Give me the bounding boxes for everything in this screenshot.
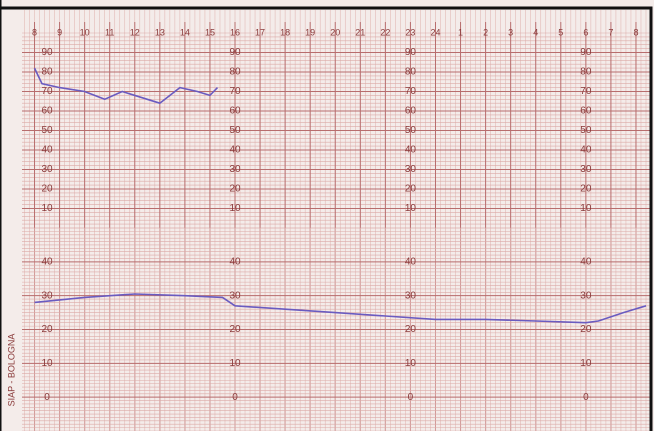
x-tick-label: 3: [508, 27, 513, 37]
y-tick-label: 90: [229, 47, 241, 58]
x-tick-label: 13: [155, 27, 165, 37]
y-tick-label: 40: [229, 256, 241, 267]
y-tick-label: 20: [405, 184, 417, 195]
y-tick-label: 80: [229, 67, 241, 78]
x-tick-label: 24: [430, 27, 440, 37]
chart-scan: 1010101020202020303030304040404050505050…: [0, 0, 654, 431]
y-tick-label: 30: [405, 164, 417, 175]
y-tick-label: 30: [229, 290, 241, 301]
y-tick-label: 40: [580, 256, 592, 267]
y-tick-label: 70: [41, 86, 53, 97]
x-tick-label: 8: [32, 27, 37, 37]
x-tick-label: 14: [180, 27, 190, 37]
y-tick-label: 50: [580, 125, 592, 136]
y-tick-label: 20: [229, 324, 241, 335]
y-tick-label: 0: [408, 392, 414, 403]
y-tick-label: 10: [41, 203, 53, 214]
x-tick-label: 11: [105, 27, 114, 37]
y-tick-label: 90: [405, 47, 417, 58]
y-tick-label: 50: [405, 125, 417, 136]
y-tick-label: 40: [580, 145, 592, 156]
y-tick-label: 30: [580, 164, 592, 175]
y-tick-label: 30: [229, 164, 241, 175]
y-tick-label: 10: [41, 358, 53, 369]
y-tick-label: 90: [580, 47, 592, 58]
y-tick-label: 10: [229, 203, 241, 214]
x-tick-label: 19: [305, 27, 315, 37]
y-tick-label: 60: [580, 106, 592, 117]
x-tick-label: 22: [380, 27, 390, 37]
y-tick-label: 10: [580, 358, 592, 369]
y-tick-label: 70: [405, 86, 417, 97]
x-tick-label: 12: [130, 27, 140, 37]
y-tick-label: 10: [580, 203, 592, 214]
x-tick-label: 5: [558, 27, 563, 37]
x-tick-label: 21: [355, 27, 365, 37]
y-tick-label: 10: [229, 358, 241, 369]
x-tick-label: 20: [330, 27, 340, 37]
x-tick-label: 15: [205, 27, 215, 37]
x-tick-label: 7: [608, 27, 613, 37]
x-tick-label: 4: [533, 27, 538, 37]
y-tick-label: 20: [405, 324, 417, 335]
y-tick-label: 20: [580, 324, 592, 335]
y-tick-label: 20: [580, 184, 592, 195]
y-tick-label: 50: [229, 125, 241, 136]
y-tick-label: 60: [41, 106, 53, 117]
x-tick-label: 10: [80, 27, 90, 37]
y-tick-label: 40: [405, 256, 417, 267]
y-tick-label: 0: [583, 392, 589, 403]
y-tick-label: 0: [44, 392, 50, 403]
y-tick-label: 20: [229, 184, 241, 195]
x-tick-label: 6: [583, 27, 588, 37]
y-tick-label: 50: [41, 125, 53, 136]
x-tick-label: 18: [280, 27, 290, 37]
y-tick-label: 30: [580, 290, 592, 301]
y-tick-label: 40: [41, 256, 53, 267]
y-tick-label: 80: [580, 67, 592, 78]
y-tick-label: 90: [41, 47, 53, 58]
y-tick-label: 30: [41, 164, 53, 175]
x-tick-label: 9: [57, 27, 62, 37]
x-tick-label: 23: [405, 27, 415, 37]
y-tick-label: 40: [41, 145, 53, 156]
y-tick-label: 40: [405, 145, 417, 156]
y-tick-label: 60: [229, 106, 241, 117]
y-tick-label: 20: [41, 324, 53, 335]
y-tick-label: 40: [229, 145, 241, 156]
x-tick-label: 8: [633, 27, 638, 37]
y-tick-label: 20: [41, 184, 53, 195]
y-tick-label: 70: [229, 86, 241, 97]
y-tick-label: 80: [405, 67, 417, 78]
x-tick-label: 16: [230, 27, 240, 37]
x-tick-label: 17: [255, 27, 265, 37]
imprint: SIAP - BOLOGNA: [6, 334, 16, 407]
y-tick-label: 60: [405, 106, 417, 117]
y-tick-label: 70: [580, 86, 592, 97]
y-tick-label: 30: [405, 290, 417, 301]
x-tick-label: 2: [483, 27, 488, 37]
y-tick-label: 0: [232, 392, 238, 403]
y-tick-label: 10: [405, 203, 417, 214]
x-tick-label: 1: [458, 27, 463, 37]
y-tick-label: 30: [41, 290, 53, 301]
y-tick-label: 80: [41, 67, 53, 78]
y-tick-label: 10: [405, 358, 417, 369]
